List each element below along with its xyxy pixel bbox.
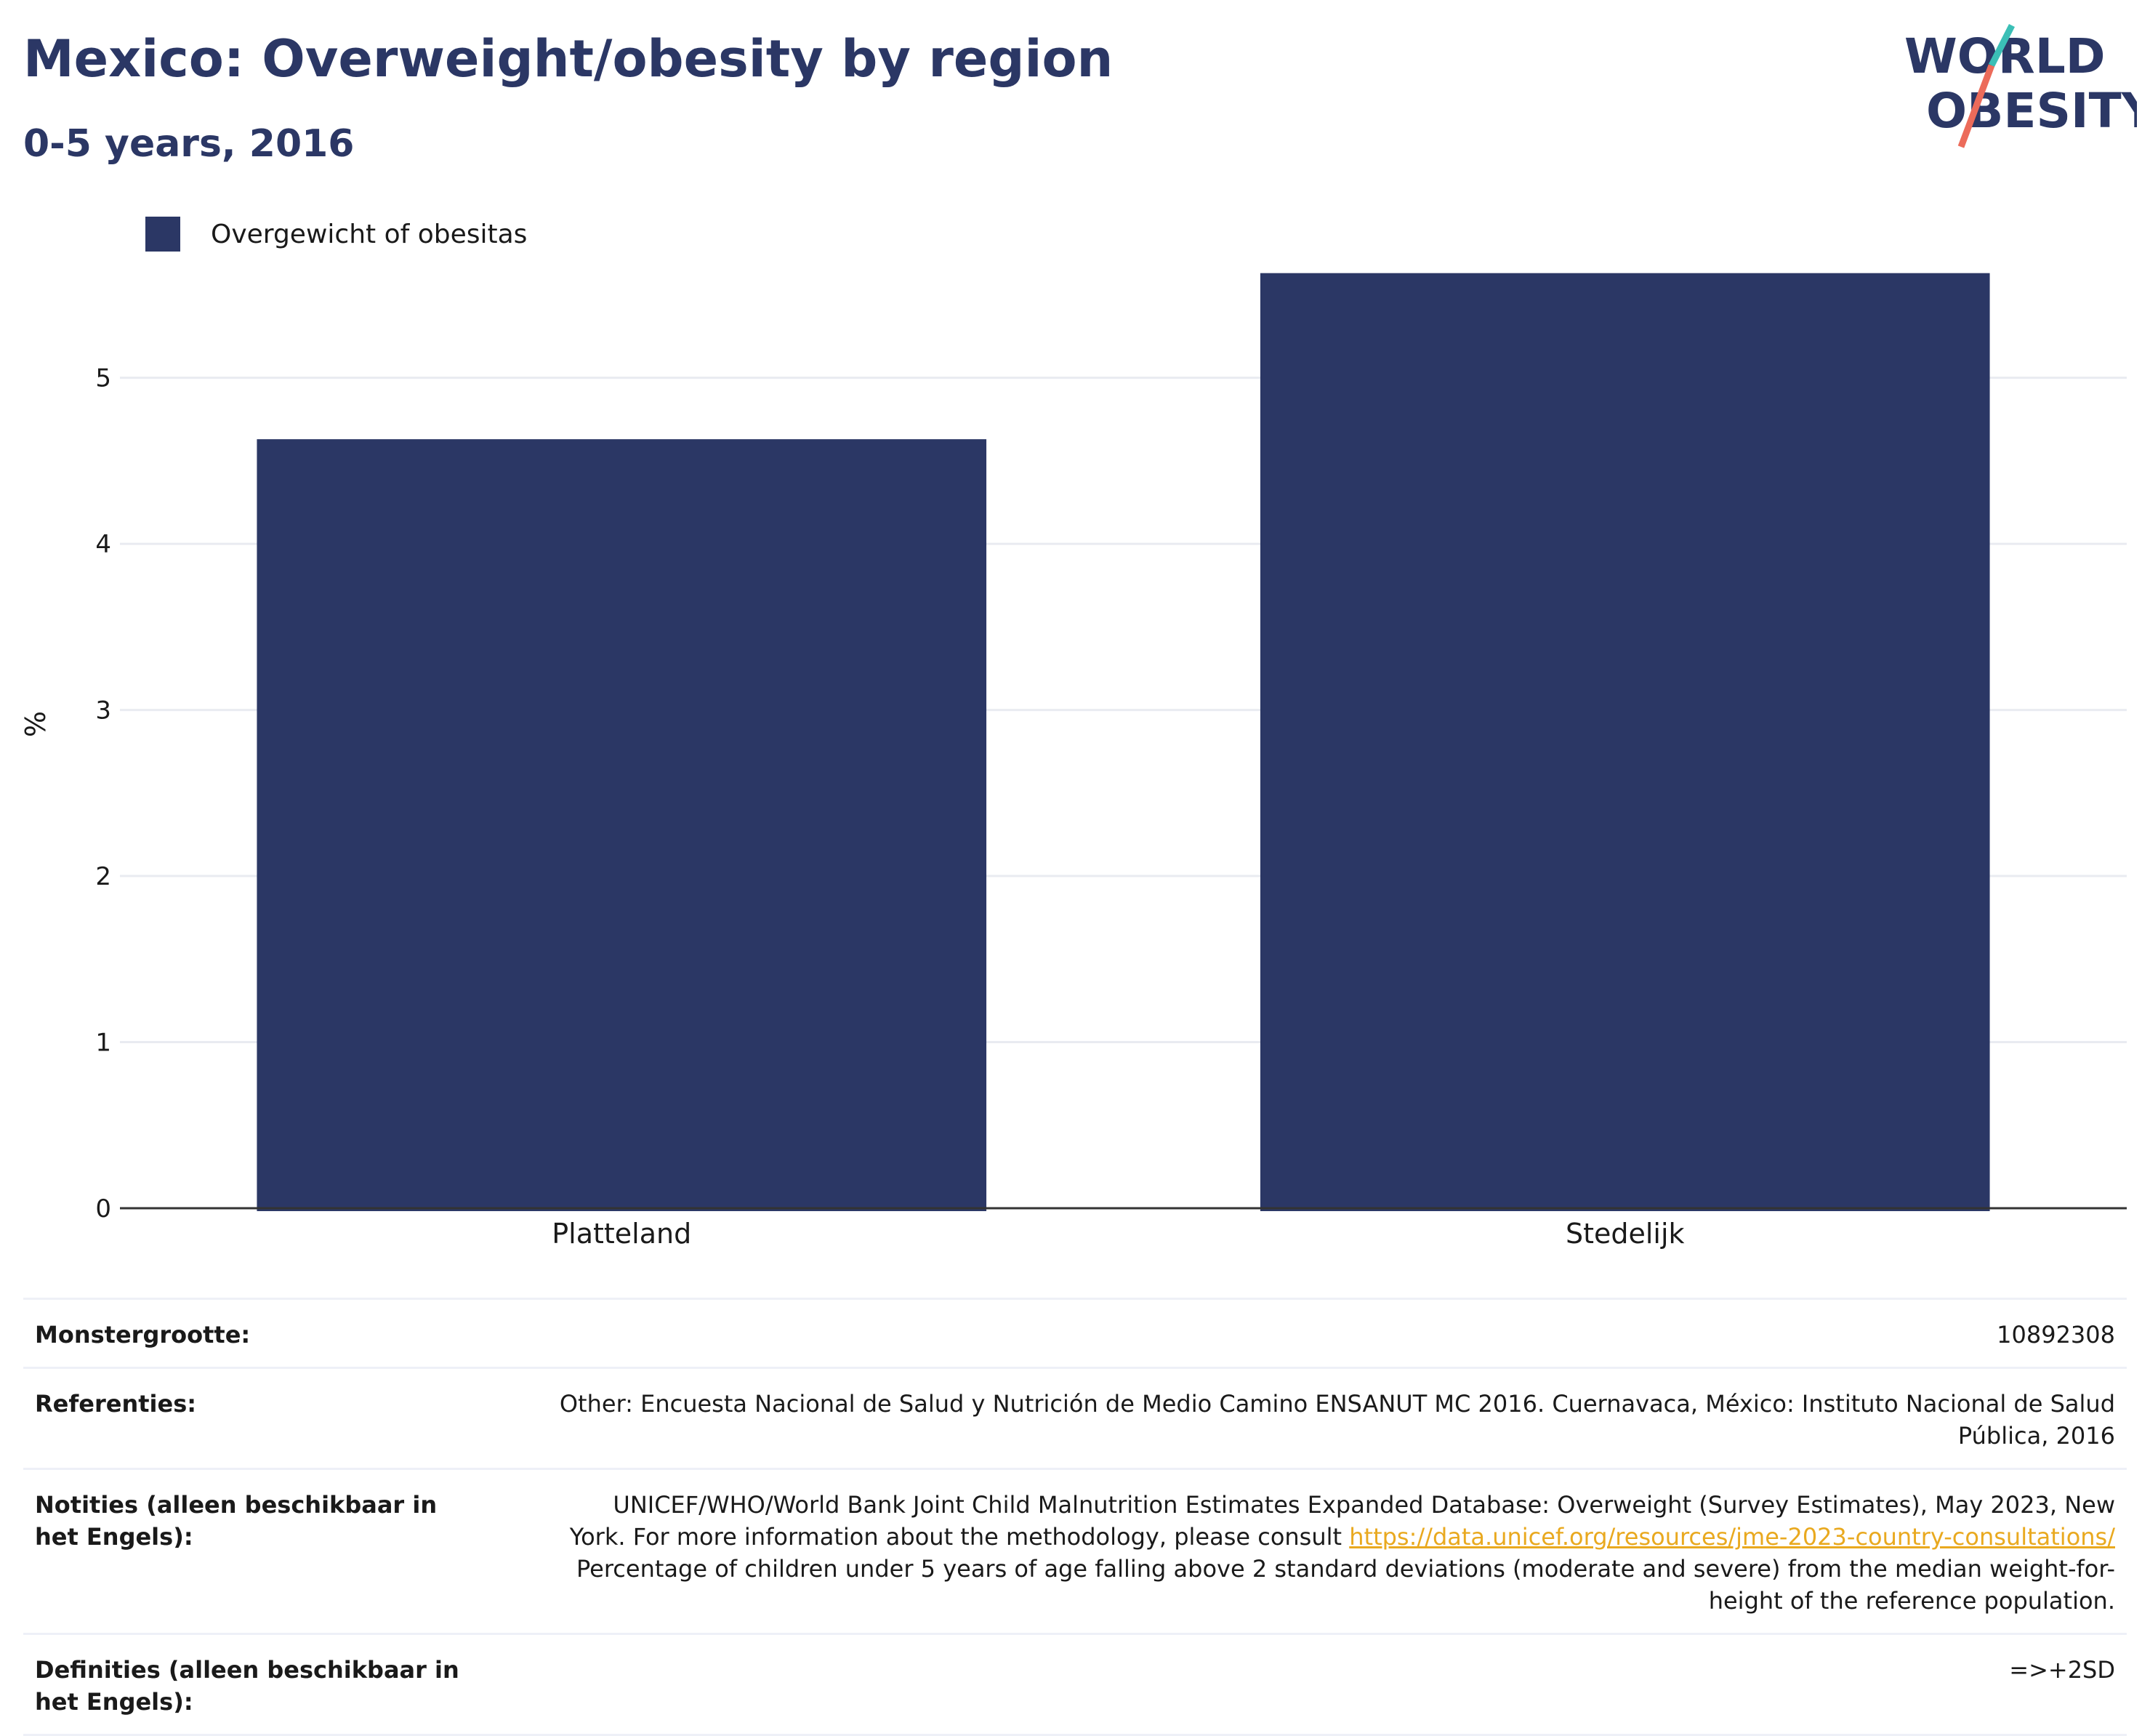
definitions-value: =>+2SD bbox=[2009, 1656, 2115, 1684]
info-row-sample: Monstergrootte: 10892308 bbox=[23, 1298, 2127, 1367]
references-value: Other: Encuesta Nacional de Salud y Nutr… bbox=[559, 1390, 2115, 1450]
y-tick-label: 5 bbox=[95, 364, 111, 393]
references-label: Referenties: bbox=[35, 1390, 197, 1418]
logo-slash-coral bbox=[1957, 64, 1995, 148]
sample-value: 10892308 bbox=[1997, 1321, 2115, 1349]
bar-stedelijk[interactable] bbox=[1260, 273, 1990, 1211]
page-title: Mexico: Overweight/obesity by region bbox=[23, 29, 1114, 89]
legend-label: Overgewicht of obesitas bbox=[211, 219, 528, 249]
x-tick-label: Platteland bbox=[552, 1218, 691, 1250]
y-tick-label: 3 bbox=[95, 696, 111, 726]
logo-line2: OBESITY bbox=[1926, 83, 2137, 139]
info-table: Monstergrootte: 10892308 Referenties: Ot… bbox=[23, 1298, 2127, 1736]
info-row-notes: Notities (alleen beschikbaar in het Enge… bbox=[23, 1468, 2127, 1633]
y-axis-label: % bbox=[20, 711, 52, 737]
notes-text: UNICEF/WHO/World Bank Joint Child Malnut… bbox=[569, 1491, 2115, 1551]
chart-legend: Overgewicht of obesitas bbox=[145, 217, 527, 252]
y-tick-label: 4 bbox=[95, 530, 111, 559]
sample-label: Monstergrootte: bbox=[35, 1321, 251, 1349]
y-tick-label: 2 bbox=[95, 862, 111, 891]
logo-slash-teal bbox=[1988, 23, 2016, 68]
info-row-references: Referenties: Other: Encuesta Nacional de… bbox=[23, 1367, 2127, 1468]
info-row-definitions: Definities (alleen beschikbaar in het En… bbox=[23, 1633, 2127, 1736]
notes-value: UNICEF/WHO/World Bank Joint Child Malnut… bbox=[552, 1489, 2115, 1617]
notes-label: Notities (alleen beschikbaar in het Enge… bbox=[35, 1491, 438, 1551]
methodology-link[interactable]: https://data.unicef.org/resources/jme-20… bbox=[1349, 1523, 2115, 1551]
bar-chart: % 0 1 2 3 4 5 Platteland Stedelijk bbox=[20, 273, 2127, 1250]
definitions-label: Definities (alleen beschikbaar in het En… bbox=[35, 1656, 459, 1716]
world-obesity-logo: WORLD OBESITY bbox=[1904, 23, 2137, 148]
notes-text-2: Percentage of children under 5 years of … bbox=[576, 1555, 2115, 1615]
legend-swatch bbox=[145, 217, 180, 252]
page-subtitle: 0-5 years, 2016 bbox=[23, 122, 355, 166]
y-tick-label: 1 bbox=[95, 1029, 111, 1058]
y-tick-label: 0 bbox=[95, 1194, 111, 1223]
bar-platteland[interactable] bbox=[257, 439, 987, 1211]
x-tick-label: Stedelijk bbox=[1566, 1218, 1685, 1250]
